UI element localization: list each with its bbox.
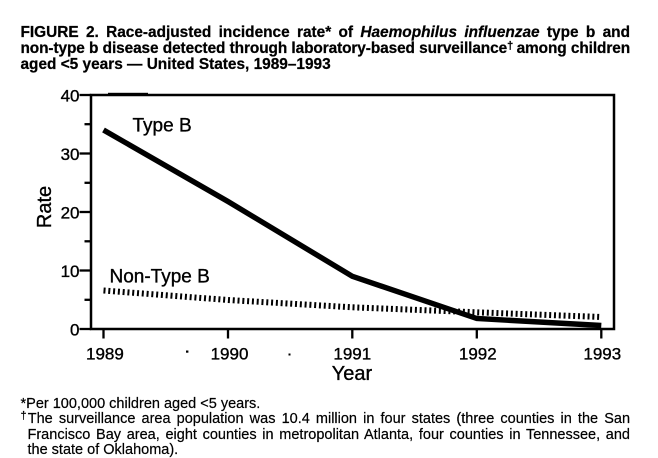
svg-text:Type B: Type B xyxy=(133,115,192,136)
svg-text:Non-Type B: Non-Type B xyxy=(110,267,210,288)
svg-text:1991: 1991 xyxy=(333,344,371,363)
svg-text:Rate: Rate xyxy=(34,186,56,228)
svg-text:20: 20 xyxy=(61,203,80,222)
svg-text:1990: 1990 xyxy=(211,344,249,363)
svg-text:40: 40 xyxy=(61,86,80,105)
svg-text:Year: Year xyxy=(332,363,373,385)
svg-text:0: 0 xyxy=(70,320,79,339)
svg-text:1992: 1992 xyxy=(459,344,497,363)
svg-text:1989: 1989 xyxy=(86,344,124,363)
svg-text:30: 30 xyxy=(61,145,80,164)
svg-text:1993: 1993 xyxy=(583,344,621,363)
svg-text:10: 10 xyxy=(61,262,80,281)
